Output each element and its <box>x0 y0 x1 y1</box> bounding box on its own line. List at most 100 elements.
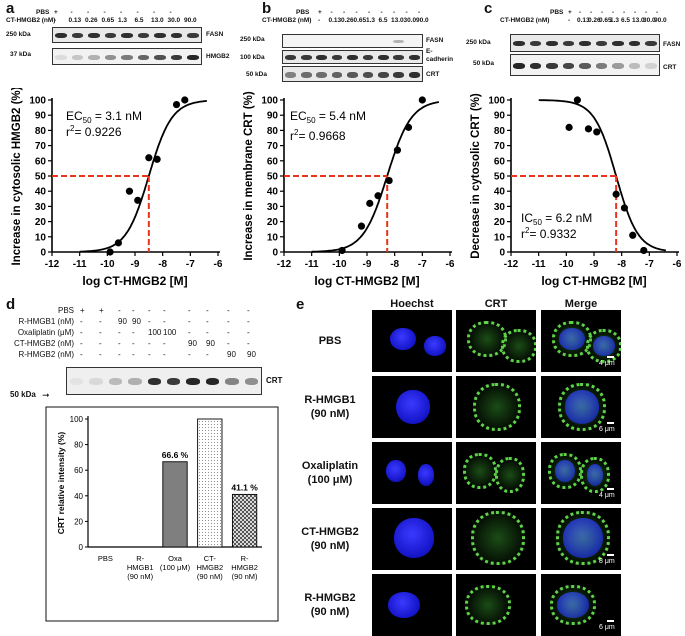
y-tick-label: 100 <box>70 415 84 424</box>
treatment-mark: - <box>163 306 166 315</box>
treatment-mark: - <box>99 350 102 359</box>
data-point <box>612 190 620 198</box>
blot-band <box>137 33 150 38</box>
blot-b-ecadherin <box>282 50 423 64</box>
row-label-line2: (90 nM) <box>310 606 350 618</box>
treatment-mark: - <box>206 306 209 315</box>
y-tick-label: 70 <box>35 141 47 152</box>
y-tick-label: 10 <box>267 232 279 243</box>
y-tick-label: 50 <box>494 172 506 183</box>
y-tick-label: 0 <box>272 248 278 259</box>
treatment-mark: - <box>118 306 121 315</box>
y-axis-label: Decrease in cytosolic CRT (%) <box>470 93 482 259</box>
micrograph-hoechst <box>372 376 452 438</box>
micrograph-crt <box>456 442 536 504</box>
blot-band <box>408 55 420 60</box>
blot-band <box>55 33 67 38</box>
ec50-annotation: IC50 = 6.2 nM <box>521 211 592 227</box>
y-axis-label: Increase in membrane CRT (%) <box>243 91 255 261</box>
y-tick-label: 80 <box>74 441 83 450</box>
fit-curve <box>79 100 207 253</box>
blot-band <box>316 72 327 78</box>
pbs-mark: - <box>418 9 421 16</box>
concentration-value: 90.0 <box>416 17 429 24</box>
blot-band <box>71 55 84 60</box>
treatment-mark: - <box>99 317 102 326</box>
y-tick-label: 60 <box>267 156 279 167</box>
micrograph-merge: 6 μm <box>541 574 621 636</box>
pbs-mark: - <box>579 9 582 16</box>
scale-bar <box>607 488 614 490</box>
blot-band <box>104 33 117 38</box>
concentration-value: 30.0 <box>643 17 656 24</box>
y-tick-label: 100 <box>29 96 46 107</box>
blot-a-fasn-protein: FASN <box>206 31 224 38</box>
concentration-value: 1.3 <box>118 17 128 24</box>
treatment-mark: 100 <box>148 328 162 337</box>
x-tick-label: -7 <box>645 259 654 270</box>
blot-b-crt-protein: CRT <box>426 71 440 78</box>
pbs-row-label-b: PBS <box>296 9 310 16</box>
blot-band <box>529 63 542 69</box>
treatment-mark: 100 <box>163 328 177 337</box>
blot-band <box>579 41 591 46</box>
treatment-mark: - <box>206 317 209 326</box>
y-tick-label: 0 <box>40 248 46 259</box>
treatment-mark: - <box>80 328 83 337</box>
blot-band <box>121 33 133 38</box>
treatment-mark: - <box>188 350 191 359</box>
x-tick-label: -7 <box>418 259 427 270</box>
blot-band <box>347 55 358 60</box>
micrograph-merge: 4 μm <box>541 310 621 372</box>
bar <box>231 493 258 548</box>
chart-a-dose-response: 0 10 20 30 40 50 60 70 80 90 100 -12 -11 -10 -9 -8 -7 -6 l… <box>11 88 223 288</box>
data-point <box>114 239 122 247</box>
y-tick-label: 100 <box>261 96 278 107</box>
y-tick-label: 0 <box>79 543 84 552</box>
pbs-mark: - <box>405 9 408 16</box>
arrow-icon: ➞ <box>42 390 50 400</box>
nucleus <box>386 460 406 482</box>
pbs-mark: - <box>634 9 637 16</box>
y-tick-label: 50 <box>267 172 279 183</box>
pbs-mark: - <box>330 9 333 16</box>
blot-band <box>69 378 84 385</box>
crt-signal <box>465 585 511 625</box>
y-tick-label: 70 <box>267 141 279 152</box>
treatment-mark: - <box>188 317 191 326</box>
row-label: CT-HMGB2 (90 nM) <box>290 525 370 553</box>
x-tick-label: -8 <box>158 259 167 270</box>
row-label-line1: Oxaliplatin <box>301 460 359 472</box>
blot-d-crt <box>66 367 262 395</box>
treatment-mark: - <box>227 339 230 348</box>
blot-band <box>128 378 142 385</box>
blot-band <box>595 41 608 46</box>
data-point <box>593 128 601 136</box>
treatment-mark: - <box>163 350 166 359</box>
row-label-line1: PBS <box>318 335 342 347</box>
blot-band <box>362 72 374 78</box>
blot-band <box>645 41 657 46</box>
y-tick-label: 20 <box>35 217 47 228</box>
pbs-mark: - <box>612 9 615 16</box>
blot-band <box>628 41 641 46</box>
pbs-mark: + <box>568 9 572 16</box>
data-point <box>106 248 114 256</box>
blot-band <box>393 55 405 60</box>
blot-band <box>186 378 200 385</box>
fit-curve <box>311 101 440 253</box>
blot-band <box>89 378 103 385</box>
r2-annotation: r2= 0.9668 <box>290 128 346 143</box>
row-label: PBS <box>290 334 370 348</box>
x-axis-label: log CT-HMGB2 [M] <box>314 274 419 288</box>
treatment-mark: - <box>206 350 209 359</box>
treatment-label: R-HMGB1 (nM) <box>18 317 74 326</box>
y-tick-label: 80 <box>35 126 47 137</box>
treatment-mark: - <box>118 350 121 359</box>
panel-d-treatment-table: PBS + + - - - - - - - - R-HMGB1 (nM) - -90 90- - - - - - Oxa… <box>0 306 280 366</box>
x-tick-label: -8 <box>617 259 626 270</box>
pbs-mark: - <box>645 9 648 16</box>
bar-value-label: 41.1 % <box>231 482 258 492</box>
fit-curve <box>538 99 666 252</box>
crt-signal <box>550 585 596 625</box>
